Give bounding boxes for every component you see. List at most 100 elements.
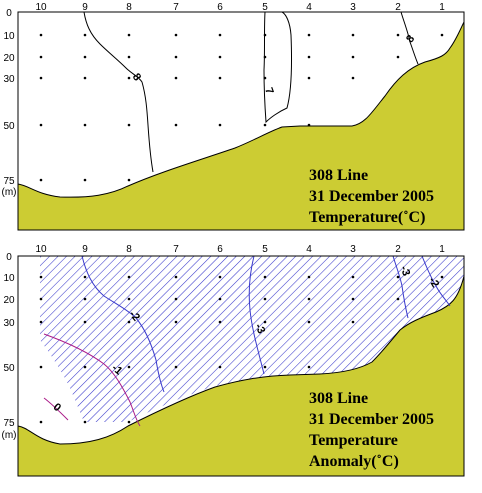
station-tick: 2 xyxy=(395,244,401,255)
sampling-point xyxy=(351,76,355,80)
depth-tick: 30 xyxy=(3,318,15,329)
station-tick: 2 xyxy=(395,2,401,13)
seabed-terrain xyxy=(18,21,464,230)
station-tick: 7 xyxy=(173,2,179,13)
anomaly-contour-minus1 xyxy=(43,333,141,427)
contour-label: 7 xyxy=(262,86,275,96)
station-tick: 10 xyxy=(35,244,47,255)
sampling-point xyxy=(39,33,43,37)
station-tick: 10 xyxy=(35,2,47,13)
contour-label: -3 xyxy=(252,322,267,336)
depth-tick: 75 xyxy=(3,418,15,429)
sampling-point xyxy=(307,365,311,369)
sampling-point xyxy=(127,76,131,80)
sampling-points xyxy=(39,275,444,424)
sampling-point xyxy=(39,275,43,279)
depth-tick: 50 xyxy=(3,363,15,374)
station-tick: 8 xyxy=(126,2,132,13)
sampling-point xyxy=(307,320,311,324)
sampling-point xyxy=(127,178,131,182)
sampling-point xyxy=(307,76,311,80)
sampling-point xyxy=(396,275,400,279)
sampling-point xyxy=(396,297,400,301)
anomaly-contour-minus2-east xyxy=(421,256,451,307)
depth-axis: 0 10 20 30 50 75 (m) xyxy=(2,8,17,198)
sampling-point xyxy=(218,76,222,80)
sampling-point xyxy=(218,320,222,324)
station-tick: 3 xyxy=(350,244,356,255)
sampling-point xyxy=(83,178,87,182)
sampling-point xyxy=(263,55,267,59)
title-line: 31 December 2005 xyxy=(309,188,434,205)
sampling-point xyxy=(218,55,222,59)
sampling-point xyxy=(218,123,222,127)
sampling-point xyxy=(307,55,311,59)
sampling-point xyxy=(174,76,178,80)
sampling-point xyxy=(351,55,355,59)
sampling-point xyxy=(39,178,43,182)
title-line: Temperature(˚C) xyxy=(309,209,425,226)
sampling-point xyxy=(307,297,311,301)
sampling-point xyxy=(39,55,43,59)
sampling-point xyxy=(127,320,131,324)
sampling-point xyxy=(263,320,267,324)
depth-tick: 20 xyxy=(3,295,15,306)
sampling-point xyxy=(351,297,355,301)
sampling-point xyxy=(39,297,43,301)
station-tick: 4 xyxy=(306,2,312,13)
depth-tick: 30 xyxy=(3,74,15,85)
station-tick: 5 xyxy=(262,2,268,13)
sampling-point xyxy=(127,55,131,59)
temperature-contour-8-east xyxy=(400,12,419,65)
contour-label: 8 xyxy=(130,71,143,83)
sampling-point xyxy=(127,123,131,127)
sampling-point xyxy=(440,33,444,37)
sampling-point xyxy=(39,76,43,80)
title-line: 31 December 2005 xyxy=(309,411,434,428)
sampling-point xyxy=(83,320,87,324)
sampling-point xyxy=(263,76,267,80)
panel-title: 308 Line 31 December 2005 Temperature An… xyxy=(309,390,434,470)
depth-unit: (m) xyxy=(2,430,17,441)
temperature-contour-labels: 8 7 8 xyxy=(130,33,417,96)
depth-tick: 20 xyxy=(3,53,15,64)
depth-axis: 0 10 20 30 50 75 (m) xyxy=(2,252,17,441)
sampling-point xyxy=(83,420,87,424)
sampling-point xyxy=(307,275,311,279)
station-axis: 10 9 8 7 6 5 4 3 2 1 xyxy=(35,244,445,255)
station-tick: 3 xyxy=(350,2,356,13)
panel-temperature-anomaly: -2 -1 0 -3 -3 -2 308 Line 31 December 20… xyxy=(2,244,465,477)
sampling-point xyxy=(83,55,87,59)
sampling-point xyxy=(218,33,222,37)
sampling-point xyxy=(174,365,178,369)
temperature-contour-7 xyxy=(263,12,293,124)
sampling-point xyxy=(83,123,87,127)
title-line: 308 Line xyxy=(309,390,368,407)
sampling-point xyxy=(174,297,178,301)
sampling-point xyxy=(351,275,355,279)
sampling-point xyxy=(263,33,267,37)
station-tick: 9 xyxy=(82,244,88,255)
sampling-point xyxy=(218,365,222,369)
sampling-point xyxy=(351,320,355,324)
sampling-point xyxy=(396,55,400,59)
station-tick: 7 xyxy=(173,244,179,255)
temperature-contour-8-west xyxy=(83,12,154,173)
sampling-point xyxy=(174,320,178,324)
depth-unit: (m) xyxy=(2,187,17,198)
panel-frame xyxy=(17,255,465,477)
negative-anomaly-region xyxy=(40,256,464,422)
station-tick: 8 xyxy=(126,244,132,255)
contour-label: -3 xyxy=(398,264,413,277)
sampling-point xyxy=(307,123,311,127)
panel-frame xyxy=(17,11,465,231)
sampling-point xyxy=(263,123,267,127)
sampling-point xyxy=(39,123,43,127)
sampling-point xyxy=(174,33,178,37)
sampling-points xyxy=(39,33,444,182)
station-tick: 6 xyxy=(217,2,223,13)
panel-temperature: 8 7 8 308 Line 31 December 2005 Temperat… xyxy=(2,2,465,231)
sampling-point xyxy=(351,33,355,37)
title-line: Anomaly(˚C) xyxy=(309,453,399,470)
sampling-point xyxy=(263,275,267,279)
